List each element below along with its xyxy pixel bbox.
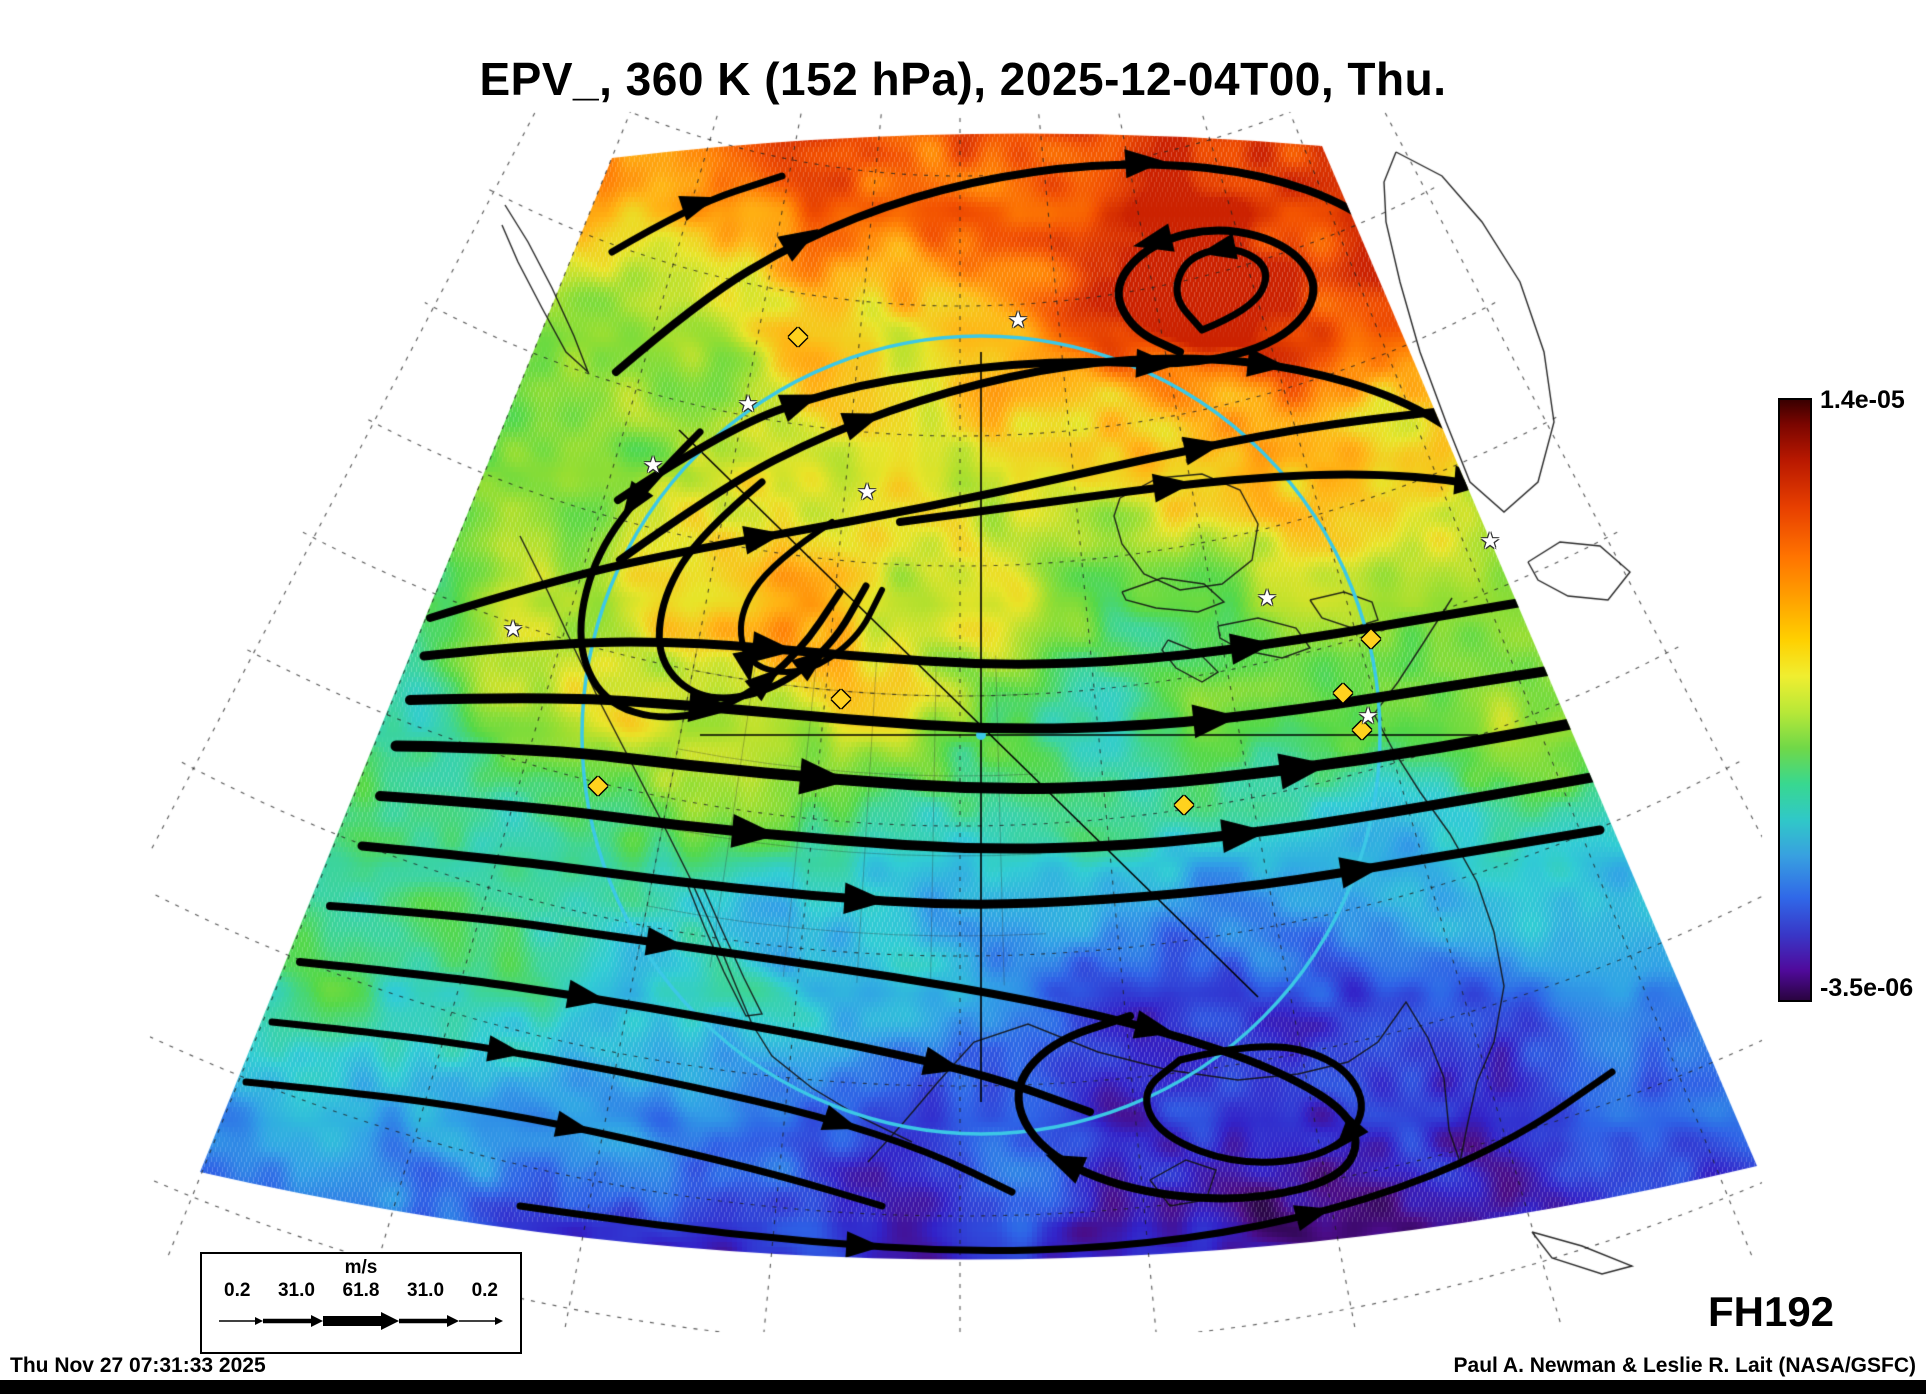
wind-units-label: m/s bbox=[344, 1257, 378, 1278]
wind-values-row: 0.2 31.0 61.8 31.0 0.2 bbox=[202, 1280, 520, 1302]
wind-value: 0.2 bbox=[224, 1280, 251, 1301]
wind-scale-arrows-icon bbox=[219, 1312, 503, 1330]
wind-value: 31.0 bbox=[407, 1280, 445, 1301]
forecast-hour-label: FH192 bbox=[1707, 1288, 1835, 1335]
generation-timestamp: Thu Nov 27 07:31:33 2025 bbox=[10, 1354, 266, 1377]
wind-value: 61.8 bbox=[342, 1280, 380, 1301]
colorbar-max-label: 1.4e-05 bbox=[1820, 386, 1905, 414]
bottom-black-bar bbox=[0, 1380, 1926, 1394]
attribution-credit: Paul A. Newman & Leslie R. Lait (NASA/GS… bbox=[1453, 1354, 1916, 1377]
wind-value: 31.0 bbox=[277, 1280, 315, 1301]
colorbar-gradient bbox=[1778, 398, 1812, 1002]
wind-value: 0.2 bbox=[471, 1280, 498, 1301]
wind-scale-legend: m/s 0.2 31.0 61.8 31.0 0.2 bbox=[200, 1252, 522, 1354]
colorbar-min-label: -3.5e-06 bbox=[1820, 974, 1914, 1002]
